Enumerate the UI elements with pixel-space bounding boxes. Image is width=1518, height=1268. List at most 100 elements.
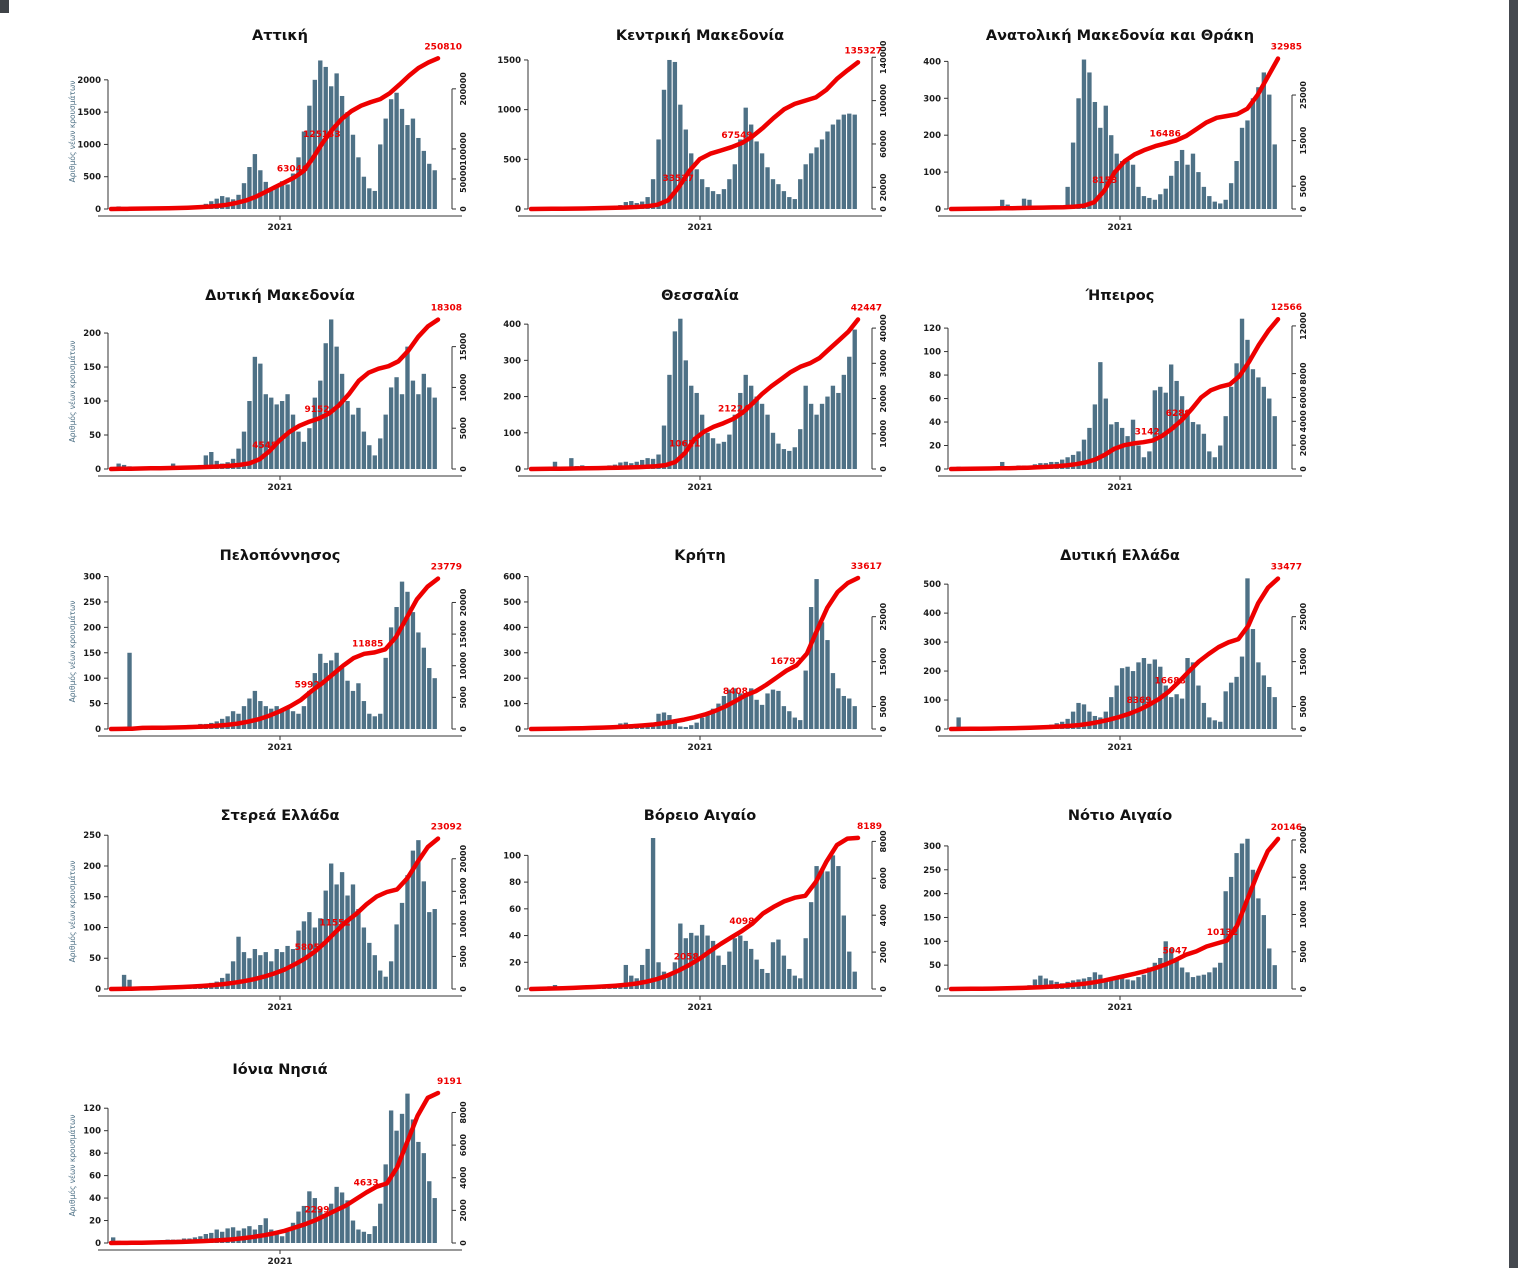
bar xyxy=(1207,717,1212,729)
bar xyxy=(1119,977,1125,989)
left-tick-label: 0 xyxy=(935,465,941,475)
bar xyxy=(378,144,383,209)
bar xyxy=(334,1186,339,1243)
bar xyxy=(230,961,236,989)
bar xyxy=(236,448,241,469)
right-tick-label: 60000 xyxy=(879,130,888,158)
bar xyxy=(427,1181,432,1243)
bar xyxy=(710,191,716,209)
bar xyxy=(781,191,787,209)
left-tick-label: 50 xyxy=(929,961,941,971)
bar xyxy=(672,962,678,989)
bar xyxy=(1076,702,1081,729)
axes xyxy=(98,834,462,1000)
chart-title: Κεντρική Μακεδονία xyxy=(616,28,784,44)
bar xyxy=(1130,980,1136,989)
bar xyxy=(716,194,721,209)
right-tick-label: 8000 xyxy=(879,830,888,853)
bar xyxy=(825,131,830,209)
bar xyxy=(1223,199,1228,209)
left-tick-label: 20 xyxy=(89,1217,101,1227)
bar xyxy=(345,680,350,729)
bar xyxy=(689,725,694,729)
bar xyxy=(399,108,405,209)
bar xyxy=(830,385,836,469)
plot-svg: Κεντρική Μακεδονία 0 500 1000 1500 0 20000 6000… xyxy=(497,28,888,233)
bar xyxy=(667,59,672,210)
bar xyxy=(1087,711,1092,729)
cumulative-annotation: 4633 xyxy=(354,1179,379,1189)
bar xyxy=(738,392,743,469)
right-tick-label: 0 xyxy=(879,986,888,992)
bar xyxy=(258,955,263,989)
bar xyxy=(803,385,808,469)
bar xyxy=(394,1130,399,1243)
bar xyxy=(405,591,410,729)
bar xyxy=(749,688,754,729)
left-tick-label: 300 xyxy=(923,94,941,104)
bar xyxy=(759,403,765,469)
bar xyxy=(372,1226,377,1243)
plot-svg: Δυτική Μακεδονία 0 50 100 150 200 0 5000 10000 15… xyxy=(68,288,468,493)
cumulative-annotation: 33527 xyxy=(663,174,694,184)
bar xyxy=(830,124,836,209)
left-tick-label: 0 xyxy=(515,725,521,735)
bar xyxy=(792,975,797,989)
left-tick-label: 300 xyxy=(923,842,941,852)
cumulative-total-label: 8189 xyxy=(857,822,882,832)
bar xyxy=(749,948,754,989)
left-tick-label: 100 xyxy=(83,397,101,407)
bar xyxy=(1043,978,1049,989)
left-tick-label: 0 xyxy=(95,465,101,475)
bar xyxy=(787,968,792,989)
bar xyxy=(301,706,307,729)
bar xyxy=(285,184,290,209)
cumulative-line xyxy=(528,835,861,992)
bar xyxy=(1223,416,1228,469)
bar xyxy=(1119,427,1125,469)
bar xyxy=(269,1229,274,1243)
cumulative-total-label: 135327 xyxy=(844,46,882,56)
bar xyxy=(290,711,296,729)
bar xyxy=(754,959,759,989)
bar xyxy=(269,708,274,729)
bar xyxy=(334,73,339,210)
bar xyxy=(290,414,296,469)
bar xyxy=(787,197,792,209)
axes xyxy=(98,576,462,740)
bar xyxy=(1103,398,1108,469)
x-axis-label: 2021 xyxy=(1107,1003,1132,1013)
bar xyxy=(279,401,285,469)
bar xyxy=(678,104,683,209)
bar xyxy=(759,153,765,209)
bar xyxy=(1272,144,1277,209)
bar xyxy=(710,438,716,469)
bar xyxy=(683,726,688,729)
bar xyxy=(721,964,727,989)
bar xyxy=(836,392,841,469)
cumulative-total-label: 32985 xyxy=(1271,43,1302,53)
right-tick-label: 25000 xyxy=(879,602,888,630)
bar xyxy=(361,176,367,209)
bar xyxy=(1245,339,1250,469)
bar xyxy=(225,1228,230,1243)
daily-cases-bars xyxy=(111,581,437,729)
bar xyxy=(345,112,350,210)
right-tick-label: 15000 xyxy=(1299,126,1308,154)
left-tick-label: 500 xyxy=(923,580,941,590)
bar xyxy=(388,387,394,469)
bar xyxy=(1245,120,1250,209)
bar xyxy=(1190,977,1196,989)
cumulative-annotation: 11552 xyxy=(319,919,350,929)
bar xyxy=(738,139,743,209)
bar xyxy=(803,938,808,989)
bar xyxy=(1158,386,1163,469)
bar xyxy=(781,706,787,729)
bar xyxy=(247,1226,252,1243)
right-tick-label: 100000 xyxy=(879,83,888,117)
plot-svg: Νότιο Αιγαίο 0 50 100 150 200 250 300 0 5000 10000… xyxy=(923,808,1308,1013)
right-tick-label: 20000 xyxy=(879,384,888,412)
bar xyxy=(1081,439,1087,469)
bar xyxy=(732,164,738,209)
right-tick-label: 4000 xyxy=(1299,410,1308,433)
